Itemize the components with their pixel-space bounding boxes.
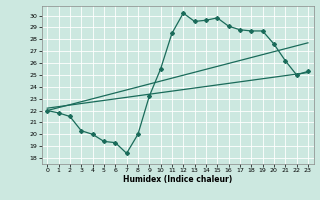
X-axis label: Humidex (Indice chaleur): Humidex (Indice chaleur) xyxy=(123,175,232,184)
